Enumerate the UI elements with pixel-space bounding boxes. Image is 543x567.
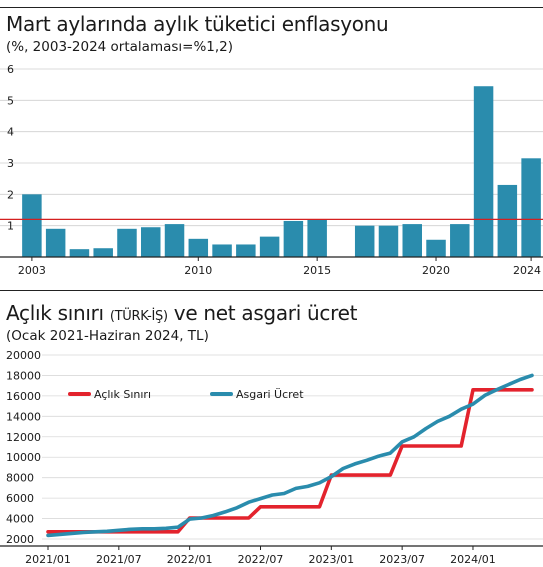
- y-tick-label: 5: [7, 94, 14, 107]
- chart2-title-rest: ve net asgari ücret: [173, 301, 358, 325]
- chart1-subtitle: (%, 2003-2024 ortalaması=%1,2): [6, 39, 234, 55]
- bar-2011: [212, 244, 232, 257]
- legend-label-1: Asgari Ücret: [236, 388, 304, 401]
- y-tick-label: 4000: [6, 513, 34, 526]
- bar-2023: [497, 184, 518, 257]
- bar-2022: [473, 86, 494, 257]
- y-tick-label: 14000: [6, 410, 41, 423]
- bar-2006: [93, 248, 113, 257]
- x-tick-label: 2020: [422, 264, 450, 277]
- x-tick-label: 2023/07: [379, 553, 425, 566]
- bar-2024: [521, 158, 541, 257]
- y-tick-label: 18000: [6, 369, 41, 382]
- x-tick-label: 2021/07: [96, 553, 142, 566]
- x-tick-label: 2022/07: [238, 553, 284, 566]
- y-tick-label: 12000: [6, 431, 41, 444]
- chart2-title-main: Açlık sınırı: [6, 301, 104, 325]
- chart1-title: Mart aylarında aylık tüketici enflasyonu: [6, 12, 389, 36]
- series-line-1: [46, 373, 534, 538]
- middle-rule: [0, 290, 543, 291]
- y-tick-label: 2000: [6, 533, 34, 546]
- bar-2005: [69, 249, 90, 257]
- bar-2019: [402, 224, 422, 257]
- y-tick-label: 10000: [6, 451, 41, 464]
- y-tick-label: 2: [7, 188, 14, 201]
- y-tick-label: 8000: [6, 472, 34, 485]
- bar-2007: [117, 228, 137, 257]
- bar-2015: [307, 219, 327, 257]
- bar-2013: [259, 236, 280, 257]
- bar-2018: [378, 225, 399, 257]
- x-tick-label: 2021/01: [25, 553, 71, 566]
- inflation-bar-chart: 1 2 3 4 5 6 2003 2010 2015 2020 2024: [0, 63, 543, 277]
- chart2-title: Açlık sınırı (TÜRK-İŞ) ve net asgari ücr…: [6, 301, 357, 325]
- y-tick-label: 3: [7, 157, 14, 170]
- x-tick-label: 2024/01: [450, 553, 496, 566]
- bar-2010: [188, 238, 209, 257]
- bar-2012: [236, 244, 256, 257]
- y-tick-label: 1: [7, 220, 14, 233]
- chart2-subtitle: (Ocak 2021-Haziran 2024, TL): [6, 328, 209, 344]
- y-tick-label: 6: [7, 63, 14, 76]
- legend-label-0: Açlık Sınırı: [94, 388, 151, 401]
- bar-2009: [164, 224, 185, 257]
- chart2-title-small: (TÜRK-İŞ): [109, 309, 168, 324]
- y-tick-label: 4: [7, 126, 14, 139]
- y-tick-label: 20000: [6, 349, 41, 362]
- x-tick-label: 2015: [303, 264, 331, 277]
- bar-2008: [141, 227, 161, 257]
- x-tick-label: 2010: [184, 264, 212, 277]
- y-tick-label: 16000: [6, 390, 41, 403]
- bar-2003: [22, 194, 42, 257]
- y-tick-label: 6000: [6, 492, 34, 505]
- x-tick-label: 2003: [18, 264, 46, 277]
- bar-2004: [45, 228, 66, 257]
- bar-2021: [450, 224, 470, 257]
- top-rule: [0, 7, 543, 8]
- x-tick-label: 2022/01: [167, 553, 213, 566]
- x-tick-label: 2023/01: [308, 553, 354, 566]
- bar-2017: [354, 225, 375, 257]
- bar-2014: [283, 220, 304, 257]
- x-tick-label: 2024: [513, 264, 541, 277]
- bar-2020: [426, 239, 446, 257]
